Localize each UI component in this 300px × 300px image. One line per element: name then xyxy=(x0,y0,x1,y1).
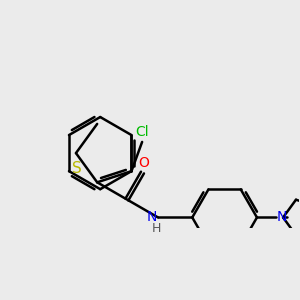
Text: O: O xyxy=(139,156,149,170)
Text: N: N xyxy=(146,211,157,224)
Text: H: H xyxy=(152,222,161,235)
Text: Cl: Cl xyxy=(135,125,149,140)
Text: S: S xyxy=(72,160,82,175)
Text: N: N xyxy=(276,211,286,224)
